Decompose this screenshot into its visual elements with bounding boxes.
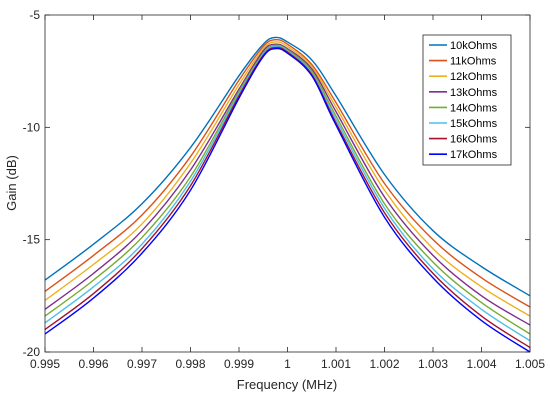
x-axis-ticks: 0.995 0.996 0.997 0.998 0.999 1 1.001 1.002 1.00… [30, 15, 545, 371]
series-line-12kOhms [44, 41, 531, 317]
series-line-16kOhms [44, 46, 531, 349]
legend-label-15kOhms: 15kOhms [450, 118, 498, 130]
x-axis-title: Frequency (MHz) [237, 377, 337, 392]
legend-label-13kOhms: 13kOhms [450, 87, 498, 99]
x-tick-label: 0.995 [30, 357, 60, 371]
y-tick-label: -15 [23, 233, 41, 247]
series-line-17kOhms [44, 47, 531, 353]
x-tick-label: 0.998 [175, 357, 205, 371]
series-line-10kOhms [44, 36, 531, 297]
x-tick-label: 0.997 [127, 357, 157, 371]
x-tick-label: 1.005 [515, 357, 545, 371]
series-line-11kOhms [44, 38, 531, 308]
x-tick-label: 1.002 [369, 357, 399, 371]
series-line-13kOhms [44, 43, 531, 326]
legend-box [422, 34, 512, 166]
y-tick-label: -20 [23, 345, 41, 359]
x-tick-label: 0.999 [224, 357, 254, 371]
x-tick-label: 1 [284, 357, 291, 371]
x-tick-label: 1.001 [321, 357, 351, 371]
x-tick-label: 1.003 [418, 357, 448, 371]
series-lines [44, 36, 531, 353]
legend-label-17kOhms: 17kOhms [450, 149, 498, 161]
y-tick-label: -10 [23, 120, 41, 134]
x-tick-label: 1.004 [466, 357, 496, 371]
legend: 10kOhms 11kOhms 12kOhms 13kOhms 14kOhms 15kOh… [422, 34, 512, 166]
y-tick-label: -5 [29, 8, 40, 22]
series-line-15kOhms [44, 45, 531, 342]
legend-label-16kOhms: 16kOhms [450, 134, 498, 146]
y-axis-ticks: -20 -15 -10 -5 [23, 8, 530, 359]
x-tick-label: 0.996 [78, 357, 108, 371]
legend-label-14kOhms: 14kOhms [450, 102, 498, 114]
legend-label-10kOhms: 10kOhms [450, 40, 498, 52]
series-line-14kOhms [44, 44, 531, 335]
y-axis-title: Gain (dB) [4, 155, 19, 211]
legend-label-11kOhms: 11kOhms [450, 56, 497, 68]
legend-label-12kOhms: 12kOhms [450, 71, 498, 83]
